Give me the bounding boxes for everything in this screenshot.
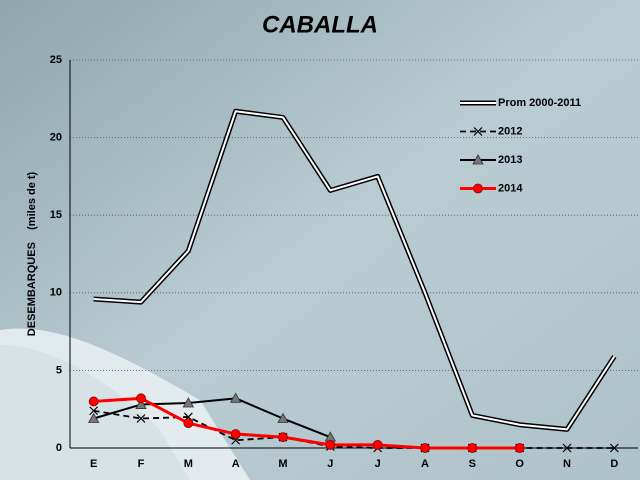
x-tick-label: A	[421, 458, 429, 470]
marker	[473, 183, 483, 194]
x-tick-label: N	[563, 458, 571, 470]
x-tick-label: D	[610, 458, 618, 470]
y-tick-label: 20	[50, 132, 62, 144]
marker	[472, 154, 484, 165]
marker	[87, 412, 100, 423]
x-tick-label: J	[375, 458, 381, 470]
legend-label: 2014	[498, 182, 523, 194]
marker	[277, 412, 289, 423]
marker	[136, 414, 146, 423]
series-line	[93, 409, 615, 449]
x-tick-label: O	[515, 458, 524, 470]
marker	[562, 443, 572, 453]
y-tick-label: 5	[56, 364, 62, 376]
y-tick-label: 15	[50, 209, 62, 221]
marker	[372, 439, 383, 450]
chart-title: CABALLA	[262, 11, 378, 38]
marker	[420, 443, 430, 453]
marker	[182, 397, 195, 408]
x-tick-label: A	[232, 458, 240, 470]
x-tick-label: M	[278, 458, 287, 470]
marker	[89, 406, 99, 416]
marker	[136, 393, 146, 404]
marker	[230, 429, 241, 439]
legend-label: 2013	[498, 154, 522, 166]
marker	[473, 127, 483, 136]
plot-area: 0 5 10 15 20 25 E F M A M J J A S O N D Prom 2000-2011 2012…	[50, 54, 638, 470]
marker	[609, 443, 619, 453]
x-tick-label: E	[90, 458, 97, 470]
marker	[467, 443, 478, 453]
x-tick-label: S	[469, 458, 476, 470]
marker	[88, 396, 99, 407]
series-line	[93, 397, 331, 439]
legend-label: Prom 2000-2011	[498, 97, 581, 109]
series-line-inner	[93, 110, 616, 431]
marker	[325, 439, 336, 450]
y-tick-label: 25	[50, 54, 62, 66]
x-tick-label: F	[138, 458, 145, 470]
marker	[183, 418, 194, 429]
y-tick-label: 10	[50, 287, 62, 299]
y-tick-label: 0	[56, 442, 62, 454]
marker	[135, 398, 147, 409]
x-tick-label: M	[184, 458, 193, 470]
series-line	[93, 396, 520, 450]
marker	[514, 443, 525, 453]
marker	[278, 432, 288, 443]
legend-label: 2012	[498, 125, 522, 137]
marker	[229, 392, 242, 403]
y-axis-label: DESEMBARQUES (miles de t)	[26, 171, 38, 336]
x-tick-label: J	[327, 458, 333, 470]
